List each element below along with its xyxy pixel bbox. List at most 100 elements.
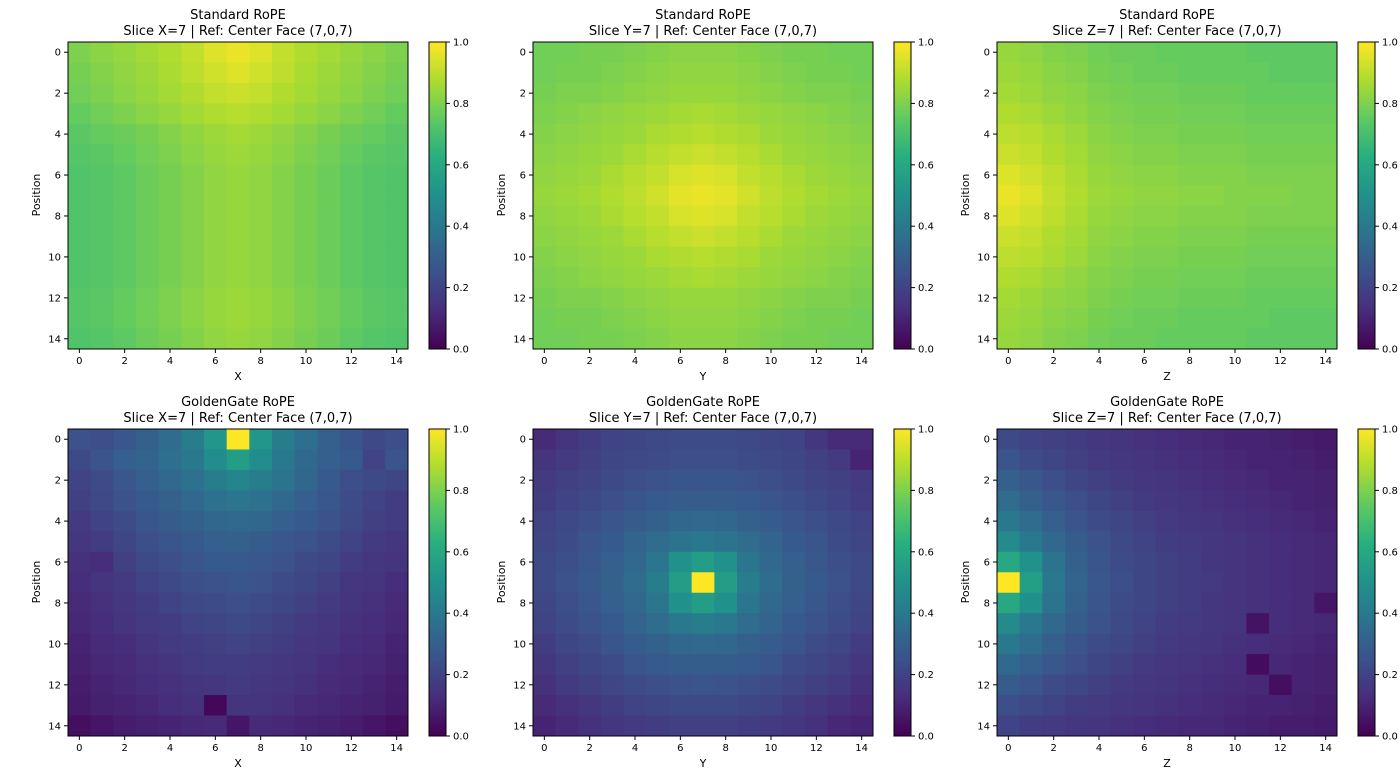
heatmap-cell <box>136 715 160 737</box>
heatmap-cell <box>204 42 228 63</box>
heatmap-cell <box>1133 572 1157 594</box>
heatmap-cell <box>317 531 341 553</box>
heatmap-cell <box>669 633 693 655</box>
y-tick-label: 0 <box>984 48 990 59</box>
heatmap-cell <box>340 633 364 655</box>
heatmap-cell <box>1178 551 1202 573</box>
heatmap-cell <box>340 226 364 248</box>
heatmap-cell <box>1223 246 1247 268</box>
y-tick-label: 6 <box>984 171 990 182</box>
heatmap-cell <box>1087 267 1111 289</box>
heatmap-cell <box>578 449 602 471</box>
heatmap-cell <box>646 592 670 614</box>
heatmap-cell <box>805 308 829 330</box>
x-tick-label: 4 <box>1096 743 1102 754</box>
heatmap-cell <box>294 674 318 696</box>
heatmap-cell <box>1155 572 1179 594</box>
heatmap-cell <box>997 308 1021 330</box>
heatmap-cell <box>158 205 182 227</box>
heatmap-cell <box>555 82 579 104</box>
y-tick-label: 14 <box>977 334 990 345</box>
heatmap-cell <box>714 592 738 614</box>
heatmap-cell <box>136 308 160 330</box>
heatmap-cell <box>1178 62 1202 84</box>
heatmap-cell <box>272 328 296 350</box>
heatmap-cell <box>1042 551 1066 573</box>
heatmap-cell <box>1019 551 1043 573</box>
heatmap-cell <box>1155 267 1179 289</box>
heatmap-cell <box>623 123 647 145</box>
x-axis-ticks: 0 2 4 6 8 10 12 14 <box>1005 349 1332 367</box>
heatmap-cell <box>1269 103 1293 125</box>
heatmap-cell <box>385 164 409 186</box>
heatmap-cell <box>68 715 92 737</box>
heatmap-cell <box>623 42 647 63</box>
heatmap-cell <box>385 82 409 104</box>
heatmap-cell <box>1155 674 1179 696</box>
heatmap-cell <box>782 490 806 512</box>
heatmap-cell <box>997 287 1021 309</box>
y-tick-label: 4 <box>984 130 990 141</box>
heatmap-cell <box>1019 308 1043 330</box>
heatmap-cell <box>782 205 806 227</box>
heatmap-cell <box>136 490 160 512</box>
heatmap-cell <box>782 715 806 737</box>
heatmap-cell <box>158 164 182 186</box>
heatmap-cell <box>646 674 670 696</box>
heatmap-cell <box>533 572 557 594</box>
heatmap-cell <box>362 144 386 166</box>
heatmap-cell <box>759 613 783 635</box>
heatmap-cell <box>1087 531 1111 553</box>
heatmap-cell <box>272 123 296 145</box>
heatmap-cell <box>317 674 341 696</box>
heatmap-cell <box>1246 633 1270 655</box>
heatmap-cell <box>272 715 296 737</box>
heatmap-cell <box>1065 613 1089 635</box>
heatmap-cell <box>1246 308 1270 330</box>
panel-standard-slice-y: Standard RoPE Slice Y=7 | Ref: Center Fa… <box>495 8 934 383</box>
heatmap-cell <box>136 328 160 350</box>
heatmap-cell <box>601 531 625 553</box>
heatmap-cell <box>1065 328 1089 350</box>
colorbar-ticks: 0.00.20.40.60.81.0 <box>911 38 934 356</box>
y-tick-label: 14 <box>48 721 61 732</box>
heatmap-cell <box>578 633 602 655</box>
heatmap-cell <box>226 42 250 63</box>
heatmap-cell <box>1065 205 1089 227</box>
heatmap-cell <box>226 267 250 289</box>
heatmap-cell <box>340 551 364 573</box>
heatmap-cell <box>1314 592 1338 614</box>
heatmap-cell <box>249 449 273 471</box>
heatmap-cell <box>827 510 851 532</box>
heatmap-cell <box>1042 592 1066 614</box>
heatmap-cell <box>646 572 670 594</box>
heatmap-cell <box>158 613 182 635</box>
heatmap-cell <box>158 715 182 737</box>
heatmap-cell <box>1246 654 1270 676</box>
heatmap-cell <box>555 267 579 289</box>
heatmap-cell <box>997 715 1021 737</box>
heatmap-cell <box>997 42 1021 63</box>
panel-standard-slice-z: Standard RoPE Slice Z=7 | Ref: Center Fa… <box>959 8 1398 383</box>
heatmap-cell <box>691 267 715 289</box>
heatmap-cell <box>623 695 647 717</box>
heatmap-cell <box>158 123 182 145</box>
heatmap-cell <box>362 633 386 655</box>
heatmap-cell <box>850 695 874 717</box>
heatmap-cell <box>533 592 557 614</box>
heatmap-cell <box>272 287 296 309</box>
heatmap-cell <box>113 226 137 248</box>
heatmap-cell <box>691 469 715 491</box>
heatmap-cell <box>533 654 557 676</box>
heatmap-cell <box>272 592 296 614</box>
heatmap-cell <box>1291 531 1315 553</box>
heatmap-cell <box>759 164 783 186</box>
heatmap-cell <box>1133 42 1157 63</box>
heatmap-cell <box>1019 654 1043 676</box>
heatmap-cell <box>1201 144 1225 166</box>
heatmap-cell <box>1269 123 1293 145</box>
heatmap-cell <box>385 654 409 676</box>
heatmap-cell <box>1314 103 1338 125</box>
heatmap-cell <box>362 490 386 512</box>
